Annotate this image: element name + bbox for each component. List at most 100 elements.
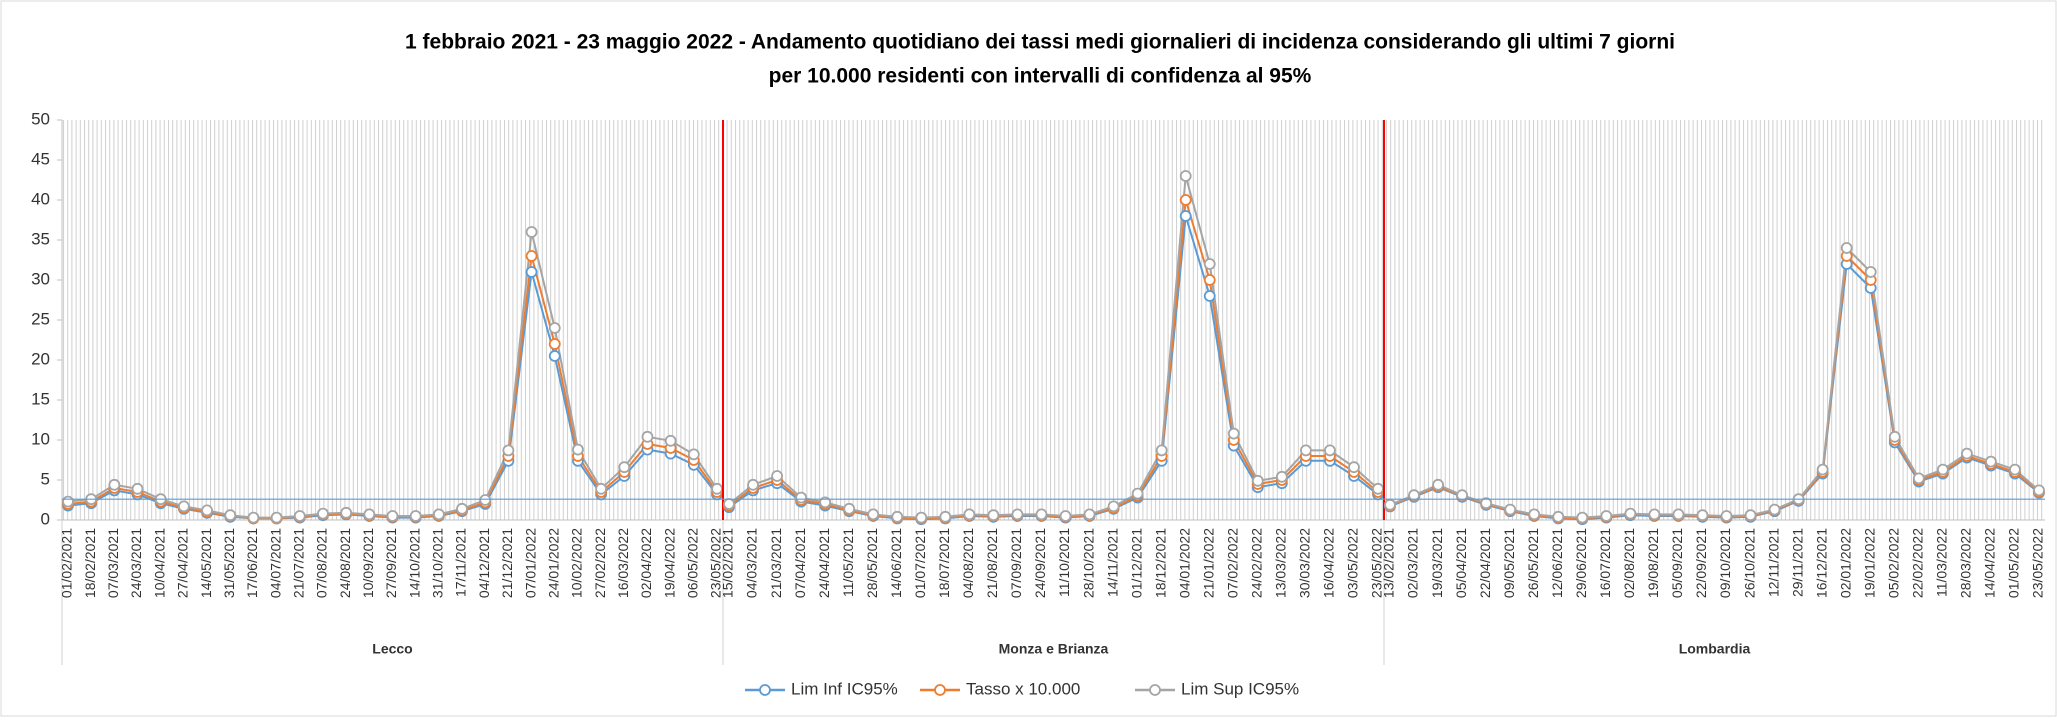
data-point: [2033, 484, 2045, 497]
x-tick-label: 18/02/2021: [82, 528, 98, 598]
x-tick-label: 04/03/2021: [744, 528, 760, 598]
legend-label: Lim Inf IC95%: [791, 679, 898, 698]
y-tick-label: 35: [31, 229, 50, 248]
data-point: [819, 496, 832, 509]
data-point: [1744, 509, 1757, 522]
x-tick-label: 18/07/2021: [936, 528, 952, 598]
x-tick-label: 07/03/2021: [105, 528, 121, 598]
data-point: [1480, 497, 1493, 510]
data-point: [987, 509, 1000, 522]
data-point: [867, 508, 880, 521]
data-point: [1059, 510, 1072, 522]
data-point: [62, 495, 74, 508]
data-point: [711, 482, 723, 495]
x-tick-label: 12/06/2021: [1549, 528, 1565, 598]
data-point: [1985, 455, 1997, 468]
data-point: [108, 478, 121, 491]
legend-marker: [1149, 684, 1161, 696]
x-tick-label: 07/08/2021: [314, 528, 330, 598]
x-tick-label: 22/09/2021: [1693, 528, 1709, 598]
data-point: [1504, 503, 1517, 516]
legend-label: Tasso x 10.000: [966, 679, 1080, 698]
data-point: [1384, 498, 1396, 511]
group-label: Lombardia: [1679, 641, 1751, 657]
x-tick-label: 07/09/2021: [1008, 528, 1024, 598]
x-tick-label: 01/12/2021: [1128, 528, 1144, 598]
data-point: [224, 509, 237, 522]
data-point: [525, 226, 538, 238]
x-tick-label: 24/09/2021: [1032, 528, 1048, 598]
y-tick-label: 25: [31, 309, 50, 328]
data-point: [1432, 478, 1444, 491]
data-point: [2009, 463, 2021, 476]
data-point: [747, 478, 759, 491]
data-point: [409, 510, 422, 522]
x-tick-label: 11/10/2021: [1056, 528, 1072, 597]
x-tick-label: 23/05/2022: [2030, 528, 2046, 598]
x-tick-label: 22/04/2021: [1477, 528, 1493, 598]
x-tick-label: 19/04/2022: [661, 528, 677, 598]
data-point: [1299, 444, 1312, 457]
data-point: [1552, 510, 1565, 523]
x-tick-label: 14/11/2021: [1104, 528, 1120, 597]
data-point: [1696, 509, 1709, 522]
x-tick-label: 23/05/2022: [1369, 528, 1385, 598]
y-tick-label: 30: [31, 269, 50, 288]
category-grid: [62, 120, 2045, 520]
x-tick-label: 16/04/2022: [1321, 528, 1337, 598]
data-point: [939, 510, 952, 523]
group-label: Lecco: [372, 641, 412, 657]
x-tick-label: 05/09/2021: [1669, 528, 1685, 598]
data-point: [456, 502, 468, 515]
data-point: [1324, 444, 1336, 457]
x-tick-label: 13/03/2022: [1273, 528, 1289, 598]
x-tick-label: 30/03/2022: [1297, 528, 1313, 598]
data-point: [1203, 274, 1216, 286]
data-point: [340, 506, 353, 519]
x-tick-label: 14/10/2021: [406, 528, 422, 598]
x-tick-label: 24/02/2022: [1249, 528, 1265, 598]
x-tick-label: 04/01/2022: [1176, 528, 1192, 598]
data-point: [1372, 482, 1384, 495]
x-tick-label: 09/10/2021: [1717, 528, 1733, 598]
y-tick-label: 40: [31, 189, 50, 208]
x-tick-label: 02/03/2021: [1405, 528, 1421, 598]
data-point: [1179, 170, 1192, 182]
data-point: [548, 338, 561, 350]
x-tick-label: 26/10/2021: [1741, 528, 1757, 598]
x-tick-label: 19/08/2021: [1645, 528, 1661, 598]
x-tick-label: 21/07/2021: [290, 528, 306, 598]
data-point: [1131, 487, 1144, 500]
x-tick-label: 28/05/2021: [864, 528, 880, 598]
data-point: [1227, 427, 1240, 440]
data-point: [247, 511, 260, 524]
x-tick-label: 10/09/2021: [360, 528, 376, 598]
y-tick-label: 45: [31, 149, 50, 168]
data-point: [891, 510, 904, 523]
x-tick-label: 28/03/2022: [1958, 528, 1974, 598]
x-tick-label: 24/03/2021: [128, 528, 144, 598]
data-point: [1107, 500, 1120, 513]
x-tick-label: 01/05/2022: [2006, 528, 2022, 598]
data-point: [1179, 210, 1192, 222]
data-point: [1179, 194, 1192, 206]
x-tick-label: 04/07/2021: [267, 528, 283, 598]
group-label: Monza e Brianza: [999, 641, 1109, 657]
data-point: [525, 250, 538, 262]
x-tick-label: 06/05/2022: [685, 528, 701, 598]
x-tick-label: 14/05/2021: [198, 528, 214, 598]
data-point: [1600, 510, 1613, 522]
x-tick-label: 09/05/2021: [1501, 528, 1517, 598]
data-point: [1936, 463, 1949, 476]
data-point: [1528, 508, 1541, 521]
x-tick-label: 05/02/2022: [1885, 528, 1901, 598]
data-point: [641, 430, 654, 443]
x-tick-label: 24/04/2021: [816, 528, 832, 598]
x-tick-label: 28/10/2021: [1080, 528, 1096, 598]
legend-marker: [934, 684, 946, 696]
data-point: [177, 500, 190, 513]
x-tick-label: 10/02/2022: [569, 528, 585, 598]
y-tick-label: 0: [41, 509, 50, 528]
data-point: [618, 461, 631, 474]
data-point: [1348, 461, 1360, 474]
